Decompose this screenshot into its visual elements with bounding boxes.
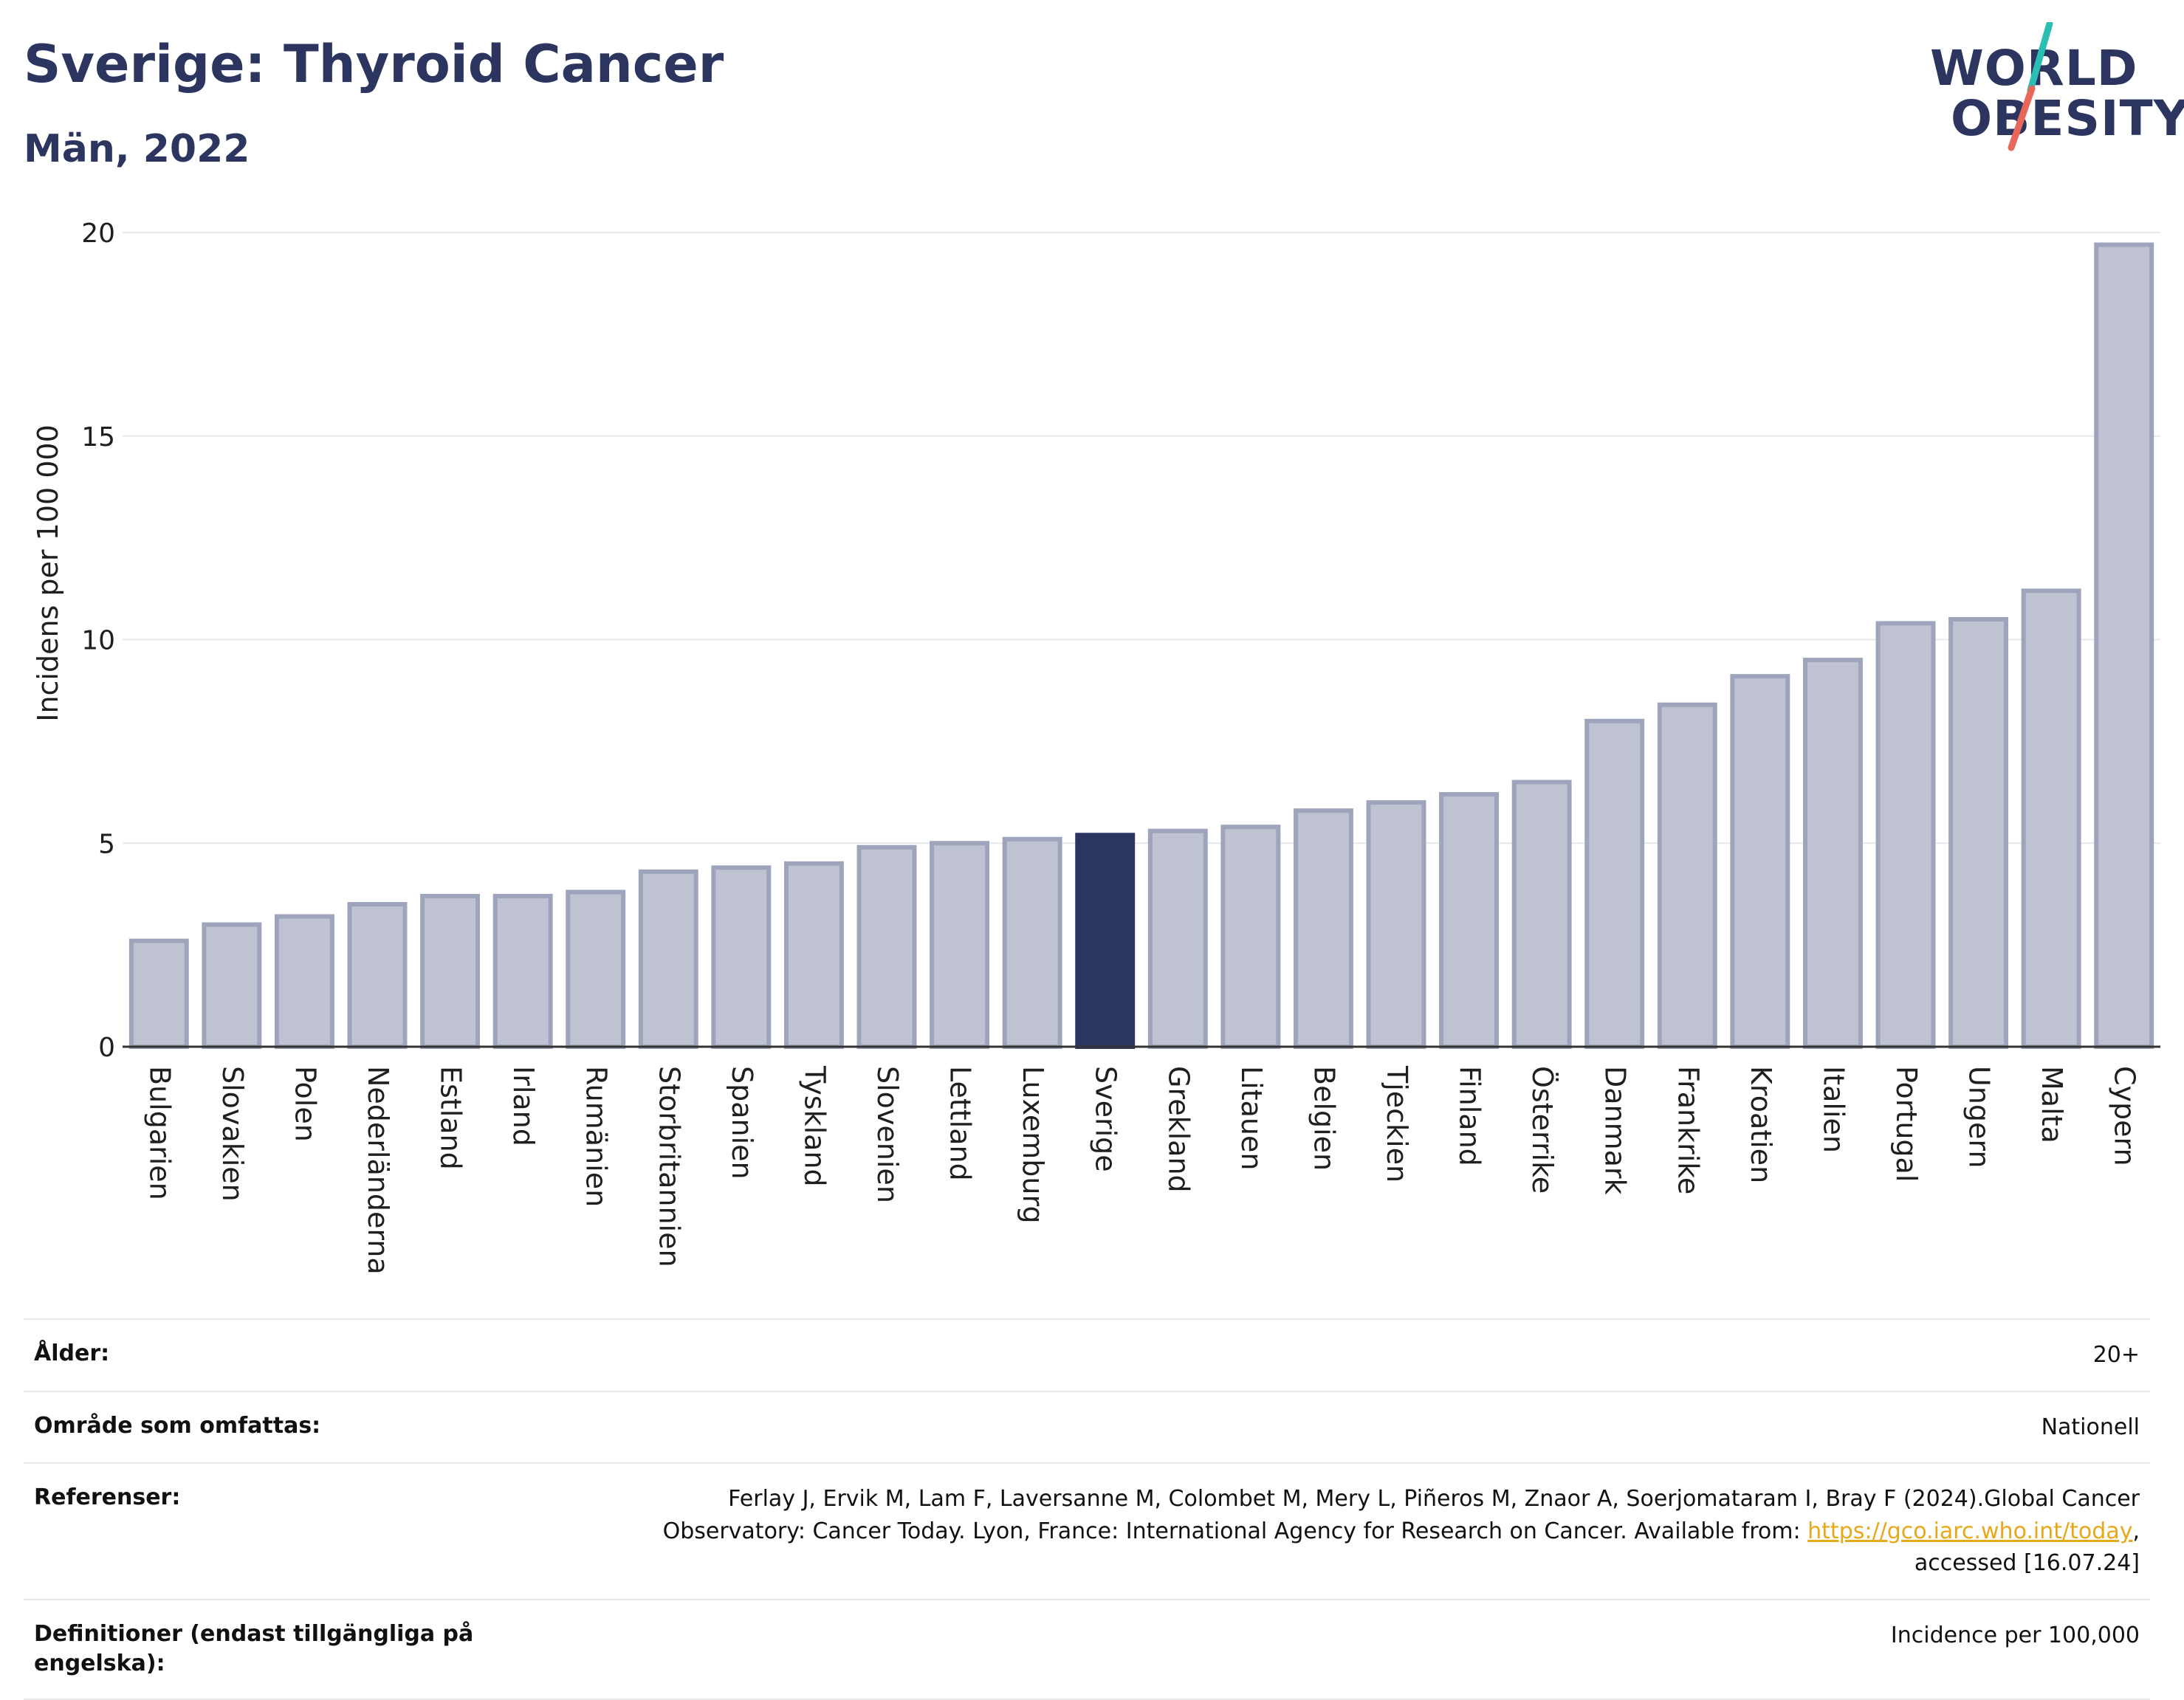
x-tick-label: Tjeckien <box>1381 1065 1413 1183</box>
bar <box>1511 780 1572 1050</box>
bar <box>638 869 698 1049</box>
x-tick-label: Polen <box>289 1066 321 1142</box>
bar-highlighted <box>1075 833 1136 1049</box>
x-tick-label: Österrike <box>1526 1066 1559 1194</box>
bar <box>783 861 844 1050</box>
bar <box>1293 808 1353 1049</box>
meta-row-references: Referenser: Ferlay J, Ervik M, Lam F, La… <box>24 1463 2150 1600</box>
world-obesity-logo: WORLD OBESITY <box>1920 22 2184 155</box>
bar <box>492 893 553 1049</box>
bar <box>1730 674 1790 1049</box>
x-tick-label: Danmark <box>1599 1066 1632 1195</box>
age-label: Ålder: <box>34 1341 110 1366</box>
bar <box>1366 800 1426 1049</box>
x-tick-label: Estland <box>435 1066 467 1170</box>
bar <box>566 889 626 1049</box>
y-axis-title: Incidens per 100 000 <box>32 424 64 722</box>
y-tick-label: 20 <box>81 218 115 249</box>
bar <box>1948 616 2009 1049</box>
x-tick-label: Malta <box>2036 1066 2068 1143</box>
area-label: Område som omfattas: <box>34 1412 321 1439</box>
bar <box>930 841 990 1049</box>
reference-comma: , <box>2132 1518 2140 1544</box>
x-tick-label: Finland <box>1454 1066 1486 1166</box>
x-tick-label: Sverige <box>1090 1066 1122 1172</box>
y-tick-label: 10 <box>81 626 115 656</box>
bar <box>274 914 334 1050</box>
bar <box>1584 718 1645 1049</box>
meta-row-definitions: Definitioner (endast tillgängliga på eng… <box>24 1599 2150 1699</box>
x-tick-label: Grekland <box>1162 1066 1195 1193</box>
area-value: Nationell <box>2041 1414 2140 1440</box>
reference-text-line3: accessed [16.07.24] <box>1914 1550 2140 1576</box>
reference-text-line2: Observatory: Cancer Today. Lyon, France:… <box>662 1518 1808 1544</box>
bar <box>2094 242 2154 1049</box>
bar <box>1802 658 1863 1049</box>
bar <box>1657 702 1717 1049</box>
bar <box>1147 828 1208 1050</box>
x-tick-label: Kroatien <box>1745 1066 1777 1183</box>
reference-text-line1: Ferlay J, Ervik M, Lam F, Laversanne M, … <box>728 1486 2140 1512</box>
x-tick-label: Luxemburg <box>1017 1066 1049 1224</box>
bar <box>1875 621 1936 1049</box>
bar <box>711 865 772 1050</box>
bar <box>1002 836 1062 1049</box>
x-tick-label: Ungern <box>1963 1066 1996 1168</box>
bar <box>420 893 481 1049</box>
definitions-value: Incidence per 100,000 <box>1890 1622 2140 1648</box>
x-tick-label: Frankrike <box>1672 1066 1704 1194</box>
bars <box>128 242 2154 1050</box>
logo-line2: OBESITY <box>1951 90 2184 147</box>
x-tick-label: Spanien <box>726 1066 758 1180</box>
bar <box>856 844 917 1049</box>
bar <box>347 901 408 1049</box>
bar <box>1439 792 1500 1049</box>
meta-row-age: Ålder: 20+ <box>24 1319 2150 1391</box>
x-tick-label: Portugal <box>1890 1066 1923 1182</box>
x-tick-label: Italien <box>1817 1066 1850 1153</box>
x-tick-label: Slovakien <box>216 1066 249 1202</box>
x-tick-label: Storbritannien <box>653 1066 685 1267</box>
bar <box>1220 825 1281 1049</box>
x-tick-label: Belgien <box>1308 1066 1340 1171</box>
bar <box>128 938 189 1049</box>
references-label: Referenser: <box>34 1484 181 1510</box>
x-tick-label: Litauen <box>1235 1066 1268 1170</box>
age-value: 20+ <box>2092 1342 2140 1368</box>
x-tick-label: Rumänien <box>580 1066 613 1207</box>
y-tick-label: 5 <box>98 829 115 859</box>
bar <box>2021 588 2081 1049</box>
x-axis-labels: Bulgarien Slovakien Polen Nederländerna Estl… <box>143 1065 2140 1275</box>
page-title: Sverige: Thyroid Cancer <box>24 34 724 94</box>
x-tick-label: Tyskland <box>798 1065 831 1187</box>
logo-slash-icon <box>2008 22 2053 151</box>
definitions-label: Definitioner (endast tillgängliga på eng… <box>34 1620 474 1677</box>
metadata-table: Ålder: 20+ Område som omfattas: Nationel… <box>24 1318 2150 1700</box>
references-value: Ferlay J, Ervik M, Lam F, Laversanne M, … <box>517 1463 2150 1600</box>
x-tick-label: Slovenien <box>871 1066 904 1203</box>
page-subtitle: Män, 2022 <box>24 127 250 171</box>
reference-link[interactable]: https://gco.iarc.who.int/today <box>1807 1518 2133 1544</box>
meta-row-area: Område som omfattas: Nationell <box>24 1391 2150 1464</box>
bar-chart: 0 5 10 15 20 Bulgarien Slovakien Polen Nederlän… <box>32 218 2160 1275</box>
x-tick-label: Cypern <box>2109 1066 2141 1166</box>
x-tick-label: Lettland <box>944 1066 977 1181</box>
x-tick-label: Nederländerna <box>362 1066 394 1275</box>
y-tick-label: 0 <box>98 1033 115 1063</box>
y-tick-label: 15 <box>81 422 115 452</box>
bar <box>202 922 262 1049</box>
x-tick-label: Irland <box>507 1066 540 1146</box>
y-axis-ticks: 0 5 10 15 20 <box>81 218 115 1063</box>
x-tick-label: Bulgarien <box>143 1066 176 1200</box>
